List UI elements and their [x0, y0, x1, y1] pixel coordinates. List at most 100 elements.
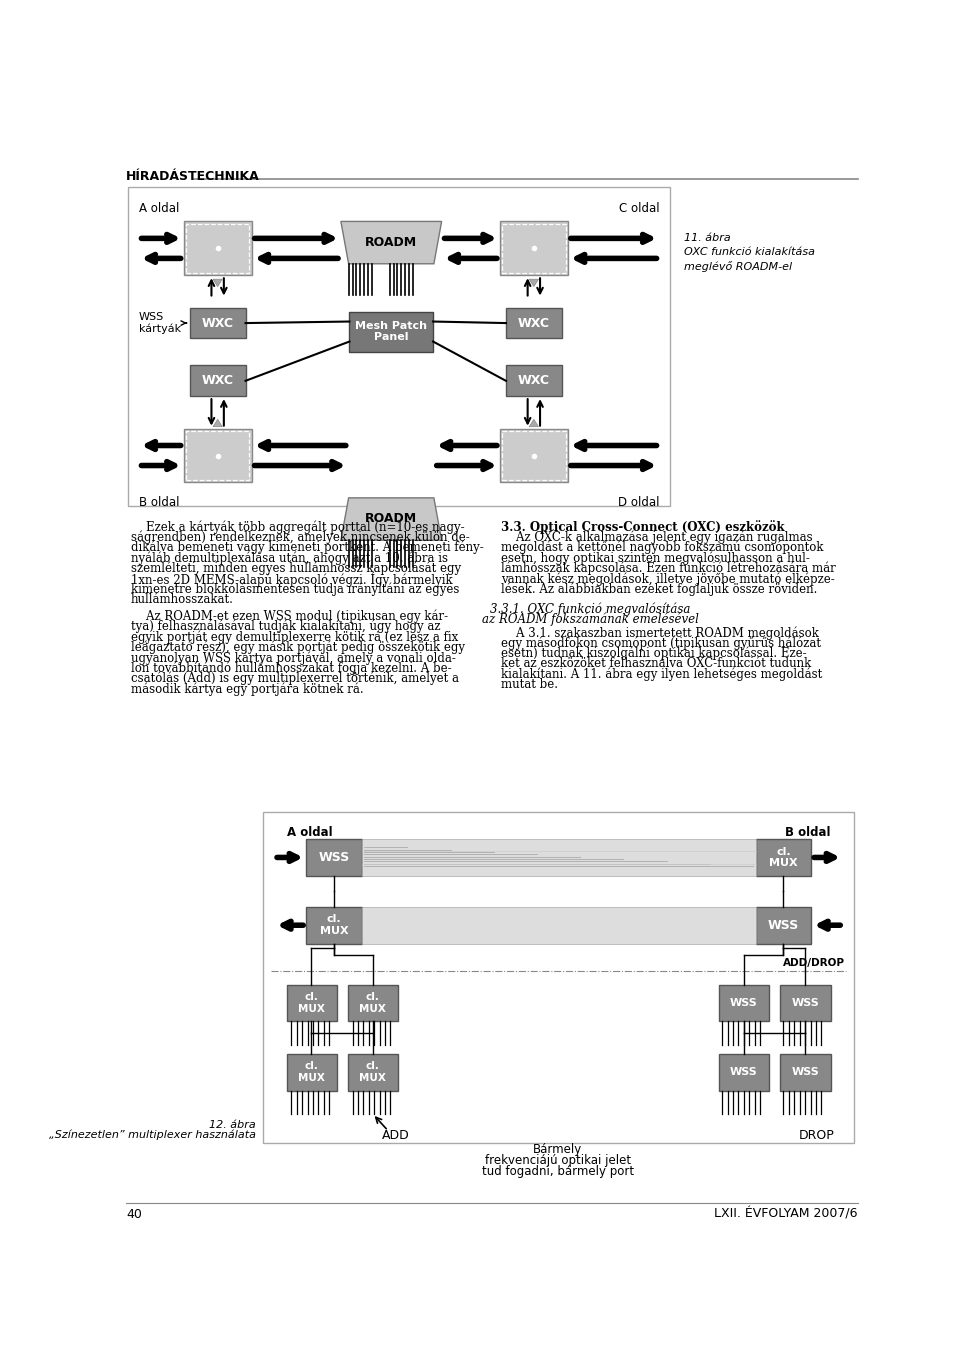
Text: Az ROADM-et ezen WSS modul (tipikusan egy kár-: Az ROADM-et ezen WSS modul (tipikusan eg…: [131, 610, 448, 623]
Text: ugyanolyan WSS kártya portjával, amely a vonali olda-: ugyanolyan WSS kártya portjával, amely a…: [131, 651, 456, 664]
Bar: [506, 308, 562, 338]
Bar: [348, 1054, 398, 1091]
Text: WSS: WSS: [768, 919, 799, 932]
Text: B oldal: B oldal: [785, 825, 830, 839]
Text: ket az eszközöket felhasználva OXC-funkciót tudunk: ket az eszközöket felhasználva OXC-funkc…: [501, 657, 811, 670]
Text: vannak kész megoldások, illetve jövőbe mutató elképze-: vannak kész megoldások, illetve jövőbe m…: [501, 572, 835, 585]
Text: ADD: ADD: [382, 1129, 410, 1142]
Bar: [287, 1054, 337, 1091]
Bar: [190, 366, 246, 396]
Bar: [190, 308, 246, 338]
Text: LXII. ÉVFOLYAM 2007/6: LXII. ÉVFOLYAM 2007/6: [714, 1207, 858, 1221]
Text: HÍRADÁSTECHNIKA: HÍRADÁSTECHNIKA: [126, 170, 260, 183]
Text: A oldal: A oldal: [138, 202, 179, 216]
Text: az ROADM fokszámának emelésével: az ROADM fokszámának emelésével: [482, 612, 699, 626]
Text: WXC: WXC: [202, 374, 233, 387]
Bar: [502, 224, 565, 273]
Text: WSS: WSS: [791, 1067, 819, 1078]
Text: tya) felhasználásával tudják kialakítani, úgy hogy az: tya) felhasználásával tudják kialakítani…: [131, 619, 441, 633]
Polygon shape: [341, 221, 442, 263]
Text: cl.
MUX: cl. MUX: [320, 914, 348, 936]
Text: Mesh Patch
Panel: Mesh Patch Panel: [355, 321, 427, 342]
Bar: [183, 428, 252, 483]
Text: WSS: WSS: [791, 998, 819, 1008]
Bar: [719, 985, 770, 1022]
Bar: [502, 431, 565, 480]
Text: 3.3. Optical Cross-Connect (OXC) eszközök: 3.3. Optical Cross-Connect (OXC) eszközö…: [501, 520, 785, 535]
Polygon shape: [213, 419, 223, 427]
Text: WXC: WXC: [517, 374, 550, 387]
Text: D oldal: D oldal: [618, 495, 660, 509]
Bar: [756, 839, 811, 876]
Text: ADD/DROP: ADD/DROP: [782, 959, 845, 968]
Text: cl.
MUX: cl. MUX: [298, 1061, 324, 1083]
Text: OXC funkció kialakítása: OXC funkció kialakítása: [684, 247, 815, 256]
Bar: [500, 428, 568, 483]
Text: ROADM: ROADM: [365, 512, 418, 525]
Text: lon továbbítándó hullámhosszakat fogja kezelni. A be-: lon továbbítándó hullámhosszakat fogja k…: [131, 662, 451, 675]
Text: WSS: WSS: [730, 1067, 757, 1078]
Text: cl.
MUX: cl. MUX: [359, 1061, 386, 1083]
Bar: [186, 431, 250, 480]
Text: meglévő ROADM-el: meglévő ROADM-el: [684, 261, 792, 271]
Text: B oldal: B oldal: [138, 495, 180, 509]
Text: megoldást a kettőnél nagyobb fokszámú csomópontok: megoldást a kettőnél nagyobb fokszámú cs…: [501, 542, 824, 555]
Text: ságrendben) rendelkeznek, amelyek nincsenek külön de-: ságrendben) rendelkeznek, amelyek nincse…: [131, 531, 469, 544]
Text: A oldal: A oldal: [287, 825, 332, 839]
Bar: [183, 221, 252, 276]
Text: „Színezetlen” multiplexer használata: „Színezetlen” multiplexer használata: [49, 1129, 255, 1140]
Bar: [128, 187, 670, 506]
Text: egyik portját egy demultiplexerre kötik rá (ez lesz a fix: egyik portját egy demultiplexerre kötik …: [131, 630, 458, 644]
Text: WSS: WSS: [730, 998, 757, 1008]
Text: nyáláb demultiplexálása után, ahogy azt a 10. ábra is: nyáláb demultiplexálása után, ahogy azt …: [131, 551, 448, 565]
Text: 12. ábra: 12. ábra: [209, 1120, 255, 1129]
Bar: [306, 839, 362, 876]
Text: 3.3.1. OXC funkció megvalósítása: 3.3.1. OXC funkció megvalósítása: [491, 602, 690, 615]
Text: frekvenciájú optikai jelet: frekvenciájú optikai jelet: [485, 1154, 631, 1166]
Bar: [500, 221, 568, 276]
Text: tud fogadni, bármely port: tud fogadni, bármely port: [482, 1165, 634, 1177]
Text: WSS: WSS: [319, 851, 349, 863]
Text: esetn, hogy optikai szinten megvalósulhasson a hul-: esetn, hogy optikai szinten megvalósulha…: [501, 551, 810, 565]
Text: WSS
kártyák: WSS kártyák: [138, 311, 180, 334]
Text: egy másodfokon csomópont (tipikusan gyűrűs hálózat: egy másodfokon csomópont (tipikusan gyűr…: [501, 637, 822, 651]
Bar: [186, 224, 250, 273]
Text: ROADM: ROADM: [365, 236, 418, 248]
Text: Az OXC-k alkalmazása jelent egy igazán rugalmas: Az OXC-k alkalmazása jelent egy igazán r…: [501, 531, 813, 544]
Bar: [506, 366, 562, 396]
Text: kialakítani. A 11. ábra egy ilyen lehetséges megoldást: kialakítani. A 11. ábra egy ilyen lehets…: [501, 667, 823, 681]
Text: 1xn-es 2D MEMS-alapú kapcsoló végzi. Így bármelyik: 1xn-es 2D MEMS-alapú kapcsoló végzi. Így…: [131, 572, 452, 587]
Polygon shape: [341, 498, 442, 540]
Text: A 3.1. szakaszban ismertetett ROADM megoldások: A 3.1. szakaszban ismertetett ROADM mego…: [501, 626, 819, 640]
Text: kimenetre blokkólásmentesen tudja irányítáni az egyes: kimenetre blokkólásmentesen tudja irányí…: [131, 582, 459, 596]
Bar: [287, 985, 337, 1022]
Text: dikálva bemeneti vagy kimeneti portként. A bemeneti fény-: dikálva bemeneti vagy kimeneti portként.…: [131, 542, 484, 555]
Text: szemlélteti, minden egyes hullámhossz kapcsolását egy: szemlélteti, minden egyes hullámhossz ka…: [131, 562, 461, 576]
Text: DROP: DROP: [799, 1129, 834, 1142]
Polygon shape: [529, 419, 539, 427]
Bar: [362, 907, 756, 944]
Bar: [780, 985, 830, 1022]
Polygon shape: [213, 280, 223, 286]
Text: mutat be.: mutat be.: [501, 678, 559, 692]
Bar: [263, 812, 854, 1143]
Text: csatólás (Add) is egy multiplexerrel történik, amelyet a: csatólás (Add) is egy multiplexerrel tör…: [131, 672, 459, 685]
Bar: [362, 839, 756, 876]
Text: 11. ábra: 11. ábra: [684, 233, 731, 243]
Text: WXC: WXC: [517, 316, 550, 330]
Bar: [756, 907, 811, 944]
Text: Bármely: Bármely: [533, 1143, 583, 1157]
Text: hullámhosszakat.: hullámhosszakat.: [131, 593, 233, 606]
Text: Ezek a kártyák több aggregált porttal (n=10-es nagy-: Ezek a kártyák több aggregált porttal (n…: [131, 520, 465, 533]
Text: 40: 40: [126, 1207, 142, 1221]
Bar: [348, 985, 398, 1022]
Bar: [780, 1054, 830, 1091]
Text: cl.
MUX: cl. MUX: [298, 992, 324, 1013]
Text: WXC: WXC: [202, 316, 233, 330]
Bar: [306, 907, 362, 944]
Text: cl.
MUX: cl. MUX: [769, 847, 798, 869]
Text: C oldal: C oldal: [619, 202, 660, 216]
Text: esetn) tudnak kiszolgálni optikai kapcsolással. Eze-: esetn) tudnak kiszolgálni optikai kapcso…: [501, 647, 807, 660]
Text: második kártya egy portjára kötnek rá.: második kártya egy portjára kötnek rá.: [131, 682, 364, 696]
Bar: [349, 311, 433, 352]
